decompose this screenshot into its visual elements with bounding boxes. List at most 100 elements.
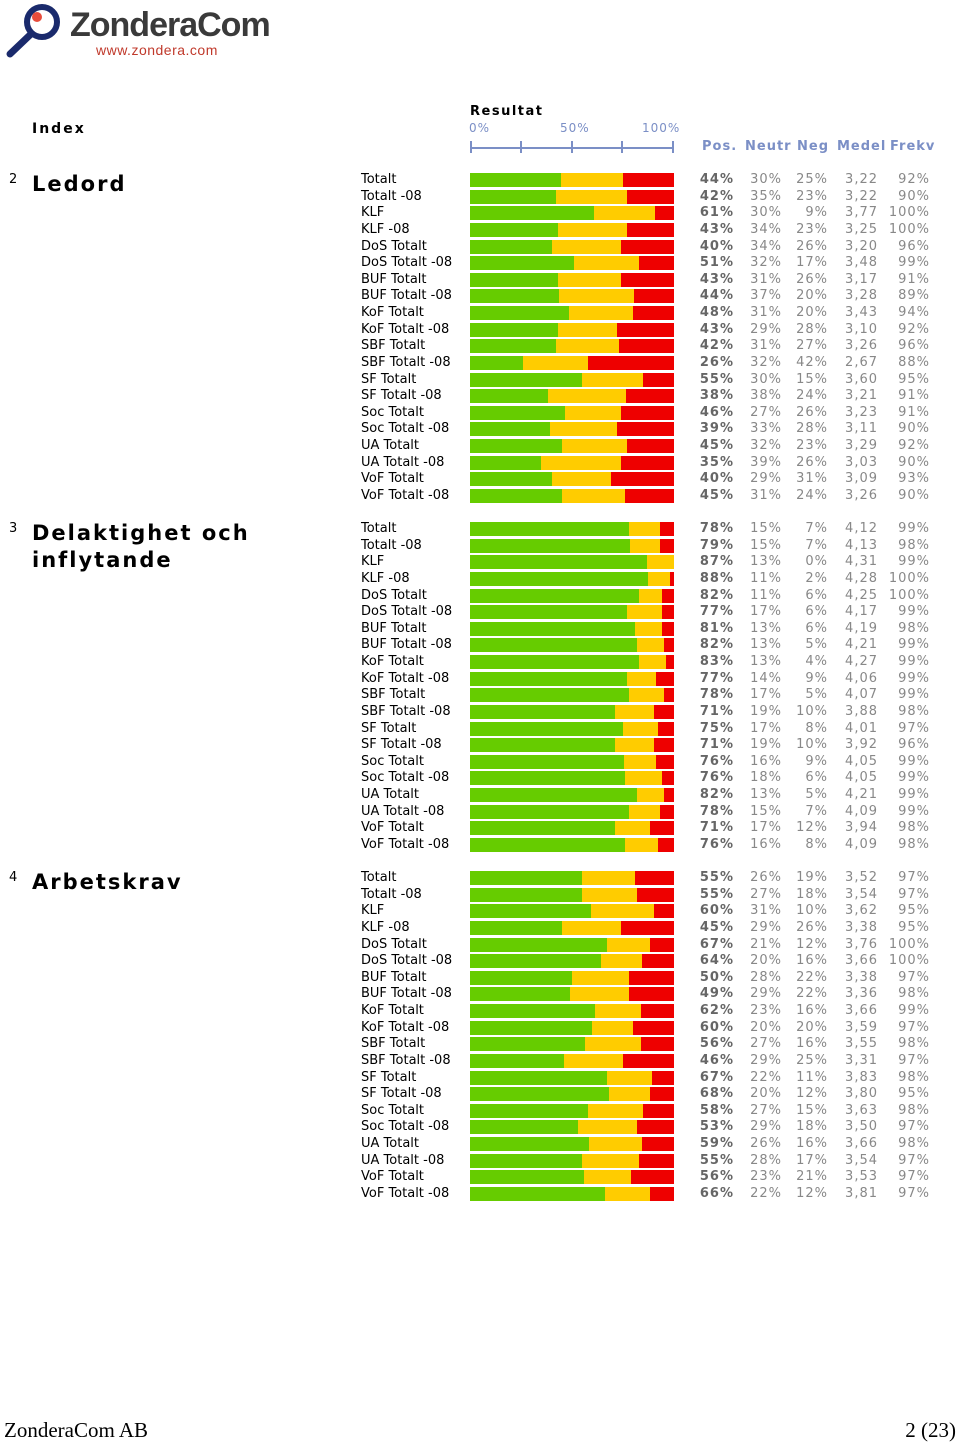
value-negative: 12% bbox=[796, 937, 828, 952]
bar-segment-negative bbox=[588, 356, 674, 370]
stacked-bar bbox=[470, 1120, 674, 1134]
bar-segment-neutral bbox=[574, 256, 639, 270]
value-negative: 26% bbox=[796, 920, 828, 935]
value-medel: 3,60 bbox=[845, 372, 878, 387]
row-label: UA Totalt -08 bbox=[361, 455, 445, 470]
value-frekv: 100% bbox=[888, 937, 930, 952]
value-frekv: 97% bbox=[898, 887, 930, 902]
row-label: VoF Totalt -08 bbox=[361, 1186, 450, 1201]
bar-segment-positive bbox=[470, 938, 607, 952]
value-neutral: 39% bbox=[750, 455, 782, 470]
value-frekv: 99% bbox=[898, 637, 930, 652]
stacked-bar bbox=[470, 688, 674, 702]
value-neutral: 30% bbox=[750, 205, 782, 220]
row-label: Soc Totalt -08 bbox=[361, 1119, 450, 1134]
row-label: Soc Totalt -08 bbox=[361, 421, 450, 436]
value-positive: 50% bbox=[699, 970, 734, 985]
bar-segment-negative bbox=[621, 406, 674, 420]
result-row: VoF Totalt -08 66% 22% 12% 3,81 97% bbox=[0, 1186, 960, 1203]
value-frekv: 96% bbox=[898, 338, 930, 353]
bar-segment-positive bbox=[470, 323, 558, 337]
stacked-bar bbox=[470, 1187, 674, 1201]
bar-segment-negative bbox=[650, 821, 674, 835]
bar-segment-positive bbox=[470, 223, 558, 237]
value-frekv: 100% bbox=[888, 588, 930, 603]
stacked-bar bbox=[470, 1004, 674, 1018]
col-header-medel: Medel bbox=[837, 139, 887, 154]
bar-segment-negative bbox=[654, 904, 674, 918]
stacked-bar bbox=[470, 439, 674, 453]
bar-segment-positive bbox=[470, 1004, 595, 1018]
bar-segment-positive bbox=[470, 1154, 582, 1168]
value-frekv: 98% bbox=[898, 1070, 930, 1085]
value-frekv: 98% bbox=[898, 1136, 930, 1151]
value-neutral: 33% bbox=[750, 421, 782, 436]
value-positive: 81% bbox=[699, 621, 734, 636]
bar-segment-negative bbox=[633, 306, 674, 320]
value-neutral: 29% bbox=[750, 920, 782, 935]
value-negative: 9% bbox=[805, 671, 828, 686]
value-positive: 78% bbox=[699, 521, 734, 536]
scale-label-50: 50% bbox=[560, 121, 590, 135]
value-neutral: 16% bbox=[750, 837, 782, 852]
stacked-bar bbox=[470, 539, 674, 553]
bar-segment-negative bbox=[662, 771, 674, 785]
value-neutral: 37% bbox=[750, 288, 782, 303]
stacked-bar bbox=[470, 722, 674, 736]
value-frekv: 92% bbox=[898, 322, 930, 337]
value-medel: 3,88 bbox=[845, 704, 878, 719]
value-medel: 4,21 bbox=[845, 787, 878, 802]
bar-segment-positive bbox=[470, 389, 548, 403]
value-positive: 55% bbox=[699, 887, 734, 902]
value-negative: 11% bbox=[796, 1070, 828, 1085]
value-negative: 18% bbox=[796, 887, 828, 902]
value-neutral: 11% bbox=[750, 588, 782, 603]
row-label: VoF Totalt -08 bbox=[361, 837, 450, 852]
bar-segment-positive bbox=[470, 373, 582, 387]
value-medel: 3,21 bbox=[845, 388, 878, 403]
value-positive: 82% bbox=[699, 637, 734, 652]
value-neutral: 14% bbox=[750, 671, 782, 686]
value-positive: 68% bbox=[699, 1086, 734, 1101]
bar-segment-positive bbox=[470, 1037, 585, 1051]
value-frekv: 90% bbox=[898, 488, 930, 503]
result-row: Totalt -08 55% 27% 18% 3,54 97% bbox=[0, 887, 960, 904]
value-frekv: 97% bbox=[898, 870, 930, 885]
value-negative: 0% bbox=[805, 554, 828, 569]
value-frekv: 99% bbox=[898, 1003, 930, 1018]
result-row: SBF Totalt -08 26% 32% 42% 2,67 88% bbox=[0, 355, 960, 372]
bar-segment-neutral bbox=[637, 788, 664, 802]
bar-segment-neutral bbox=[541, 456, 621, 470]
bar-segment-neutral bbox=[629, 805, 660, 819]
axis-tick bbox=[520, 141, 522, 153]
bar-segment-negative bbox=[650, 1087, 674, 1101]
bar-segment-negative bbox=[664, 688, 674, 702]
row-label: KoF Totalt -08 bbox=[361, 1020, 450, 1035]
value-medel: 3,80 bbox=[845, 1086, 878, 1101]
stacked-bar bbox=[470, 705, 674, 719]
result-row: BUF Totalt 50% 28% 22% 3,38 97% bbox=[0, 970, 960, 987]
value-neutral: 27% bbox=[750, 1036, 782, 1051]
bar-segment-neutral bbox=[565, 406, 621, 420]
value-neutral: 23% bbox=[750, 1169, 782, 1184]
value-frekv: 100% bbox=[888, 953, 930, 968]
row-label: BUF Totalt bbox=[361, 970, 427, 985]
value-medel: 3,09 bbox=[845, 471, 878, 486]
value-negative: 22% bbox=[796, 970, 828, 985]
bar-segment-negative bbox=[621, 456, 674, 470]
stacked-bar bbox=[470, 356, 674, 370]
value-negative: 16% bbox=[796, 953, 828, 968]
value-frekv: 99% bbox=[898, 255, 930, 270]
stacked-bar bbox=[470, 655, 674, 669]
logo-wordmark: ZonderaCom bbox=[70, 6, 271, 44]
value-positive: 76% bbox=[699, 754, 734, 769]
value-frekv: 97% bbox=[898, 721, 930, 736]
result-row: Totalt 55% 26% 19% 3,52 97% bbox=[0, 870, 960, 887]
value-negative: 20% bbox=[796, 305, 828, 320]
value-neutral: 31% bbox=[750, 272, 782, 287]
value-neutral: 17% bbox=[750, 687, 782, 702]
row-label: SBF Totalt bbox=[361, 338, 426, 353]
stacked-bar bbox=[470, 373, 674, 387]
bar-segment-positive bbox=[470, 190, 556, 204]
value-neutral: 21% bbox=[750, 937, 782, 952]
